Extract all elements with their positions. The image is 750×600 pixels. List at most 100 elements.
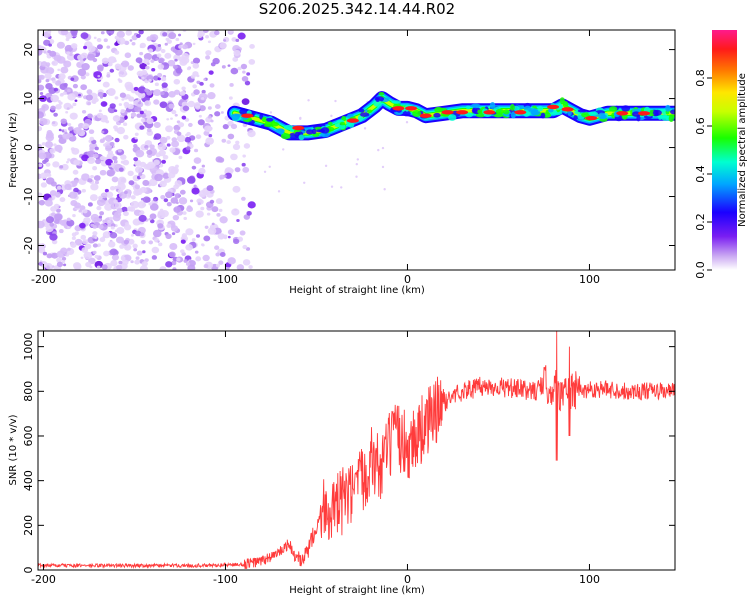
noise-speck [219, 216, 228, 224]
ridge-blob [280, 133, 291, 140]
noise-speck [157, 44, 162, 47]
ridge-blob [465, 112, 474, 118]
noise-speck [104, 203, 113, 211]
noise-speck [106, 45, 111, 49]
x-tick-label: 100 [579, 273, 600, 286]
noise-speck [241, 98, 250, 106]
noise-speck [204, 225, 209, 229]
noise-speck [123, 122, 128, 127]
noise-speck [140, 118, 146, 123]
noise-speck [89, 147, 94, 151]
noise-speck [165, 125, 173, 133]
noise-speck [208, 70, 214, 75]
noise-speck [166, 202, 172, 207]
noise-speck [69, 105, 74, 109]
noise-speck [164, 42, 168, 46]
ridge-blob [391, 100, 402, 104]
noise-speck [80, 256, 84, 260]
noise-speck [66, 107, 70, 110]
ridge-blob [489, 102, 496, 109]
noise-speck [207, 40, 211, 44]
noise-speck [196, 74, 200, 78]
noise-speck [170, 197, 179, 204]
noise-speck [232, 185, 241, 193]
noise-speck [87, 113, 93, 119]
noise-speck [91, 139, 97, 145]
noise-speck [151, 246, 160, 254]
noise-speck [85, 261, 92, 268]
noise-speck [226, 140, 231, 145]
noise-speck [168, 103, 175, 109]
ridge-blob [348, 122, 355, 128]
noise-speck [191, 165, 197, 170]
noise-speck [178, 122, 185, 128]
y-tick-label: 800 [22, 381, 35, 402]
noise-speck [86, 89, 93, 95]
noise-speck [197, 33, 203, 39]
ridge-blob [537, 105, 544, 112]
noise-speck [38, 48, 43, 56]
noise-speck [146, 128, 152, 133]
noise-speck [100, 31, 105, 35]
noise-speck [124, 72, 128, 76]
noise-speck [134, 136, 138, 140]
noise-speck [149, 219, 155, 224]
noise-speck [198, 114, 202, 118]
noise-speck [119, 92, 127, 98]
y-tick-label: 20 [22, 43, 35, 57]
noise-speck [128, 180, 135, 186]
noise-speck [63, 263, 67, 267]
noise-speck [193, 89, 200, 95]
noise-speck [68, 191, 78, 199]
noise-speck [45, 79, 50, 83]
noise-speck [217, 233, 225, 240]
noise-speck [127, 65, 134, 71]
noise-speck [124, 81, 133, 90]
noise-speck [97, 195, 103, 200]
ridge-blob [577, 109, 587, 113]
noise-speck [163, 87, 169, 92]
ridge-hotspot [638, 111, 651, 116]
noise-speck [184, 136, 192, 143]
ridge-hotspot [292, 125, 305, 131]
noise-speck [40, 172, 48, 180]
noise-speck [114, 35, 119, 40]
noise-speck [187, 100, 195, 108]
noise-speck [181, 44, 188, 50]
noise-speck [137, 98, 141, 102]
noise-speck [206, 212, 211, 216]
noise-speck [154, 173, 163, 182]
noise-speck [242, 123, 248, 128]
ridge-blob [573, 115, 578, 120]
noise-speck [94, 180, 100, 185]
noise-speck [219, 174, 225, 180]
noise-speck [214, 245, 220, 250]
ridge-blob [283, 124, 294, 130]
noise-speck [94, 146, 99, 151]
noise-speck [50, 105, 56, 111]
noise-speck [228, 168, 234, 173]
noise-speck [110, 225, 115, 230]
noise-speck [241, 196, 246, 201]
noise-speck [219, 252, 226, 257]
x-tick-label: -200 [31, 273, 56, 286]
spectrogram-frame [37, 29, 676, 271]
ridge-hotspot [514, 110, 527, 115]
noise-speck [161, 181, 165, 184]
noise-speck [227, 64, 231, 67]
noise-speck [38, 243, 44, 251]
noise-speck [182, 211, 187, 215]
ridge-blob [470, 103, 481, 109]
noise-speck [73, 159, 81, 166]
noise-speck [149, 213, 157, 220]
noise-speck [165, 261, 173, 268]
noise-speck [240, 63, 248, 70]
noise-speck [202, 30, 209, 34]
noise-speck [227, 229, 235, 236]
noise-speck [192, 57, 201, 64]
noise-speck [91, 99, 96, 104]
noise-speck [93, 36, 97, 40]
noise-speck [50, 94, 60, 103]
noise-speck [104, 134, 113, 142]
noise-speck [174, 48, 183, 56]
